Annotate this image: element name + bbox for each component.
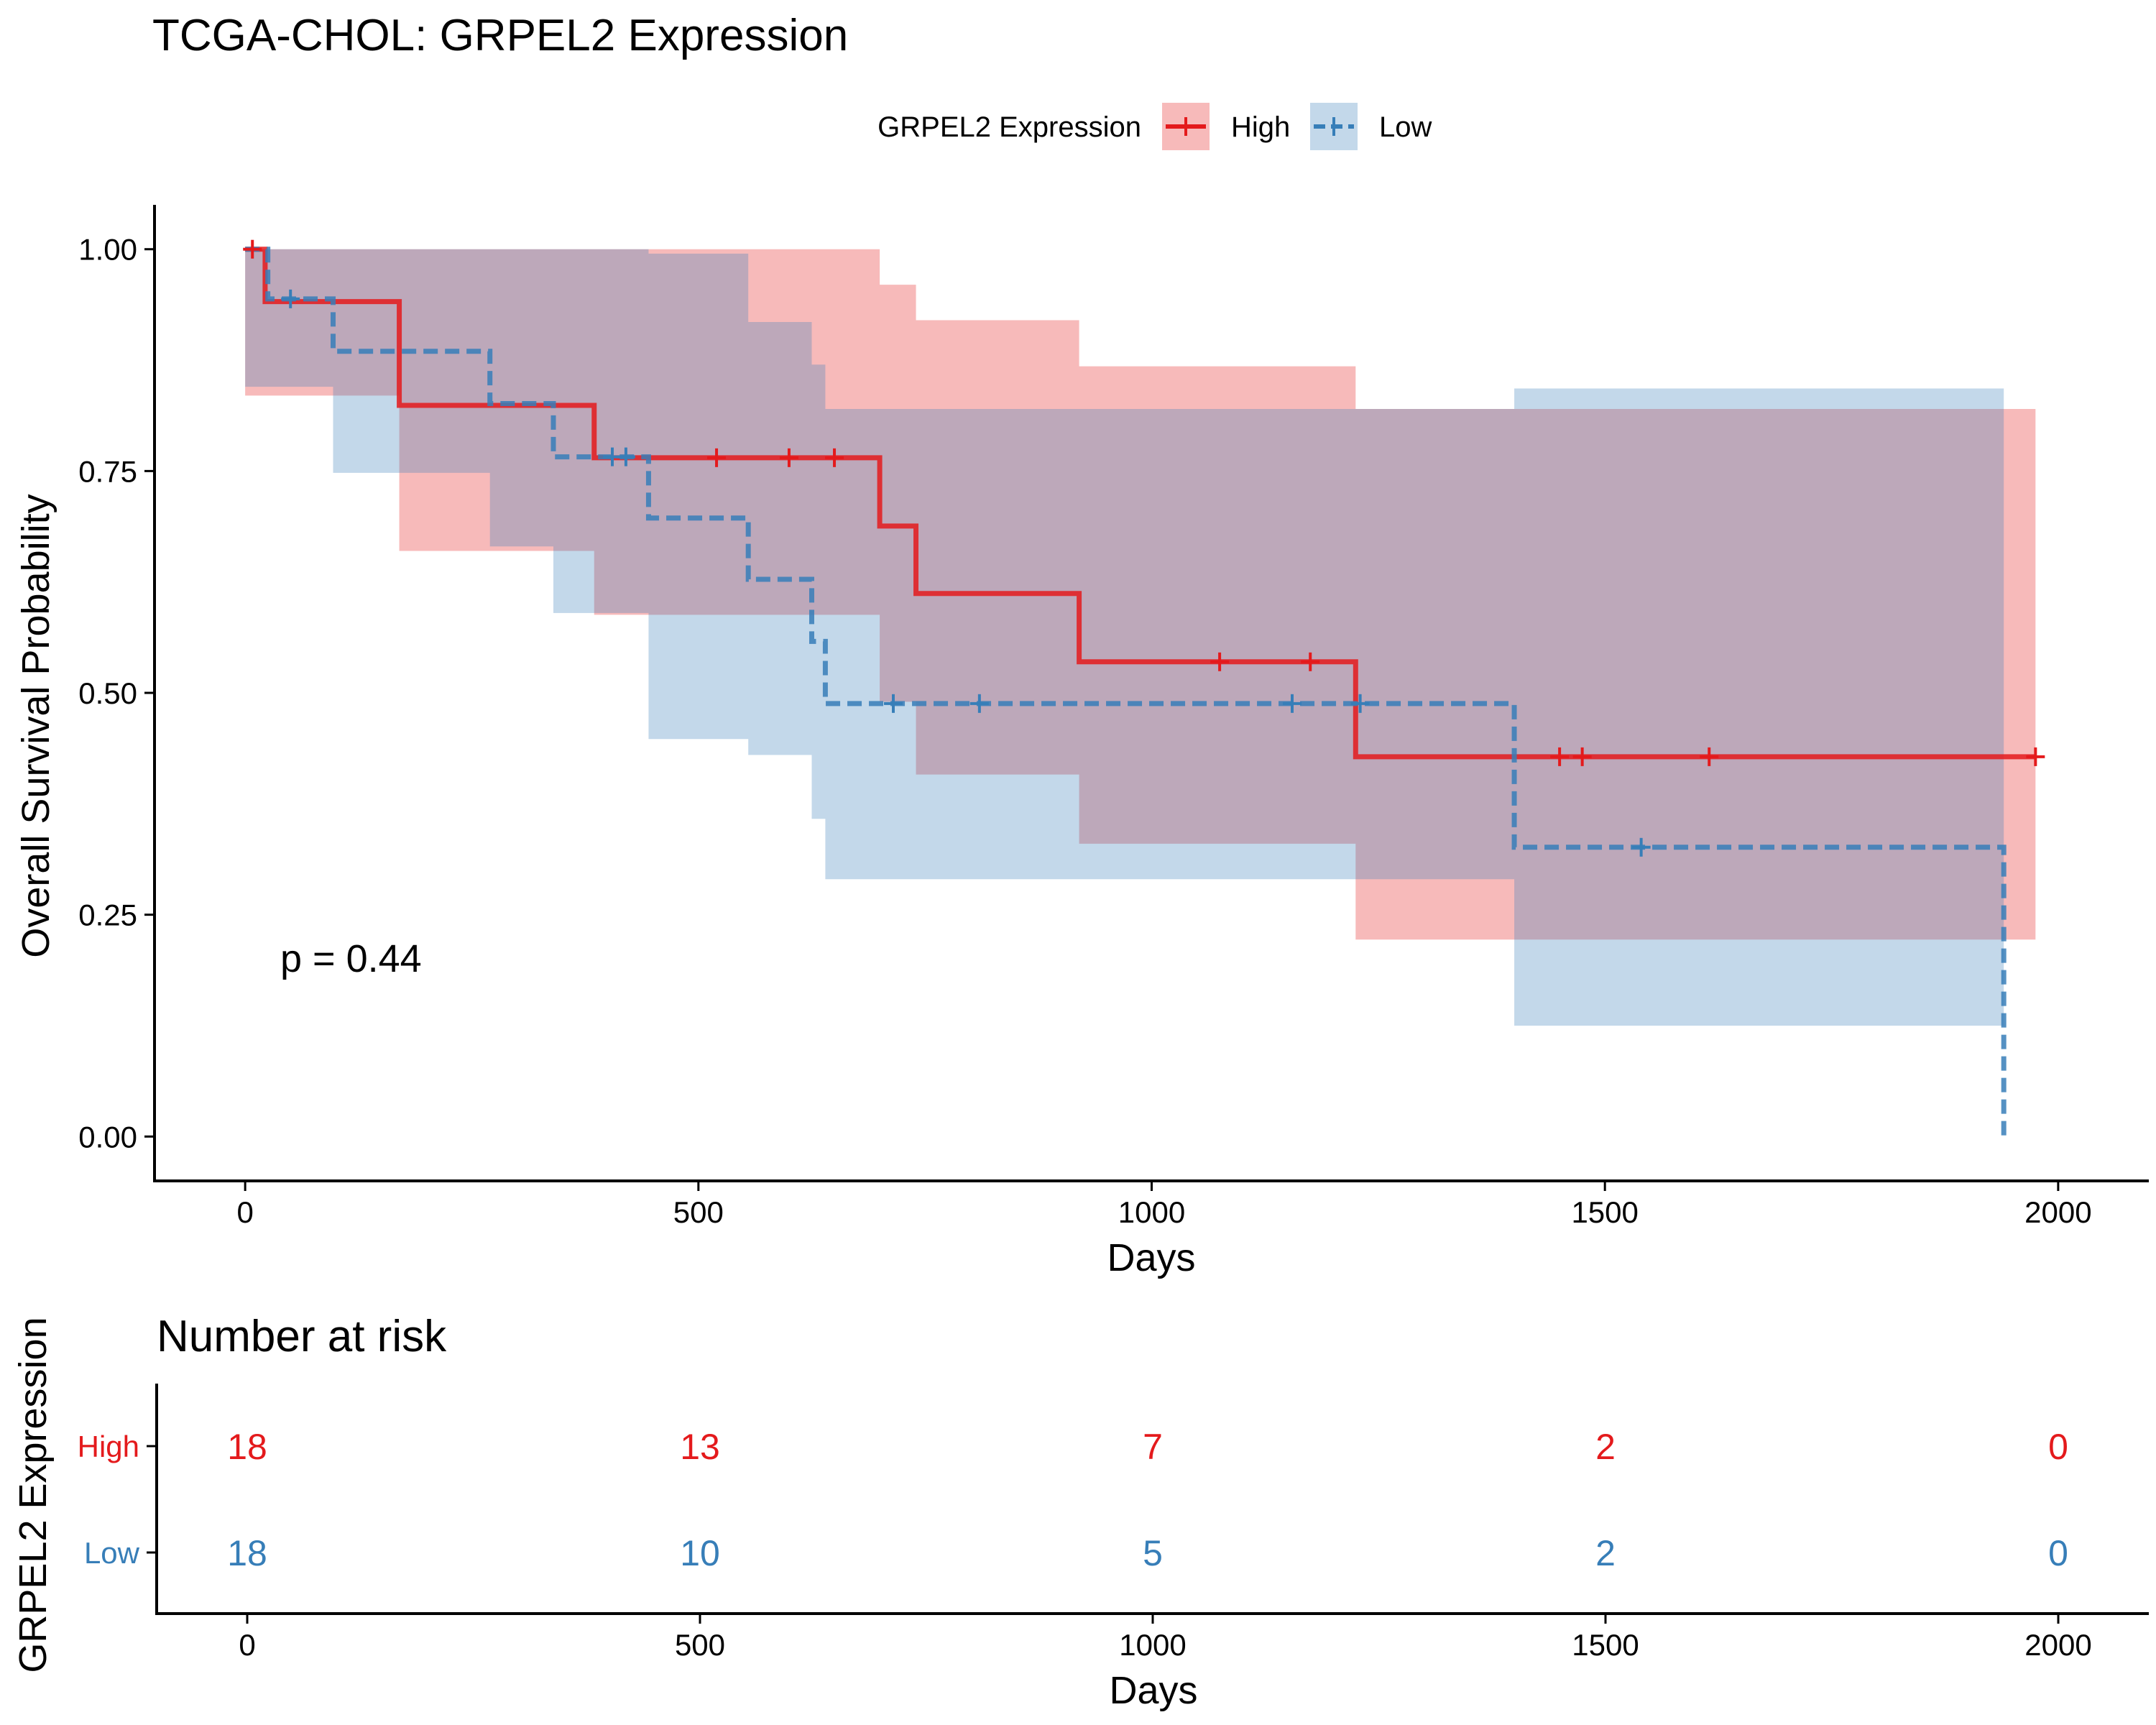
- y-tick-label: 0.25: [78, 898, 137, 932]
- risk-row-label-low: Low: [84, 1536, 140, 1570]
- legend-label-low: Low: [1379, 111, 1432, 143]
- censor-mark-high: [1700, 747, 1719, 766]
- y-tick-label: 1.00: [78, 233, 137, 267]
- risk-x-axis-title: Days: [1109, 1669, 1197, 1712]
- risk-count-low: 0: [2048, 1533, 2068, 1573]
- legend-title: GRPEL2 Expression: [877, 111, 1141, 143]
- p-value-annotation: p = 0.44: [280, 937, 422, 980]
- censor-mark-low: [616, 447, 635, 466]
- confidence-bands: [245, 249, 2036, 1026]
- risk-count-low: 18: [227, 1533, 267, 1573]
- y-axis-title: Overall Survival Probability: [14, 494, 57, 957]
- x-tick-label: 2000: [2024, 1195, 2091, 1229]
- risk-x-tick-label: 1500: [1572, 1628, 1639, 1662]
- risk-x-tick-label: 1000: [1119, 1628, 1186, 1662]
- risk-x-tick-label: 500: [675, 1628, 725, 1662]
- censor-mark-low: [1283, 694, 1302, 713]
- censor-mark-low: [969, 694, 989, 713]
- censor-mark-high: [1301, 652, 1320, 671]
- risk-x-tick-label: 0: [239, 1628, 255, 1662]
- x-tick-label: 0: [236, 1195, 253, 1229]
- censor-mark-high: [1550, 747, 1570, 766]
- legend-label-high: High: [1231, 111, 1290, 143]
- x-axis-title: Days: [1107, 1236, 1195, 1279]
- y-tick-label: 0.75: [78, 454, 137, 488]
- censor-mark-low: [1631, 837, 1651, 857]
- censor-marks: [243, 239, 2045, 857]
- risk-table-title: Number at risk: [157, 1312, 447, 1361]
- main-axes: 0.00 0.25 0.50 0.75 1.00 0 500 1000 1500 2000: [78, 205, 2149, 1229]
- censor-mark-low: [1350, 694, 1370, 713]
- risk-count-low: 5: [1143, 1533, 1163, 1573]
- risk-row-label-high: High: [78, 1430, 139, 1463]
- legend: GRPEL2 Expression High Low: [877, 103, 1432, 150]
- y-tick-label: 0.00: [78, 1120, 137, 1154]
- x-tick-label: 500: [673, 1195, 724, 1229]
- censor-mark-high: [707, 448, 727, 467]
- risk-y-axis-title: GRPEL2 Expression: [11, 1317, 55, 1673]
- censor-mark-high: [779, 448, 798, 467]
- censor-mark-high: [2026, 747, 2045, 766]
- ci-band-low: [245, 249, 2004, 1026]
- censor-mark-high: [243, 239, 262, 259]
- chart-title: TCGA-CHOL: GRPEL2 Expression: [152, 11, 848, 60]
- risk-count-low: 2: [1595, 1533, 1616, 1573]
- x-tick-label: 1500: [1571, 1195, 1638, 1229]
- x-tick-label: 1000: [1118, 1195, 1185, 1229]
- risk-count-high: 18: [227, 1427, 267, 1467]
- censor-mark-low: [281, 289, 300, 308]
- ci-band-high: [245, 249, 2036, 940]
- risk-count-high: 0: [2048, 1427, 2068, 1467]
- risk-count-low: 10: [680, 1533, 720, 1573]
- risk-count-high: 2: [1595, 1427, 1616, 1467]
- risk-x-tick-label: 2000: [2024, 1628, 2091, 1662]
- risk-count-high: 7: [1143, 1427, 1163, 1467]
- risk-table: High 18 13 7 2 0 Low 18 10 5 2 0 0 500 1000 1500 2000: [78, 1384, 2149, 1662]
- risk-count-high: 13: [680, 1427, 720, 1467]
- y-tick-label: 0.50: [78, 676, 137, 710]
- censor-mark-high: [1210, 652, 1230, 671]
- censor-mark-high: [1572, 747, 1592, 766]
- censor-mark-high: [825, 448, 844, 467]
- censor-mark-low: [884, 694, 903, 713]
